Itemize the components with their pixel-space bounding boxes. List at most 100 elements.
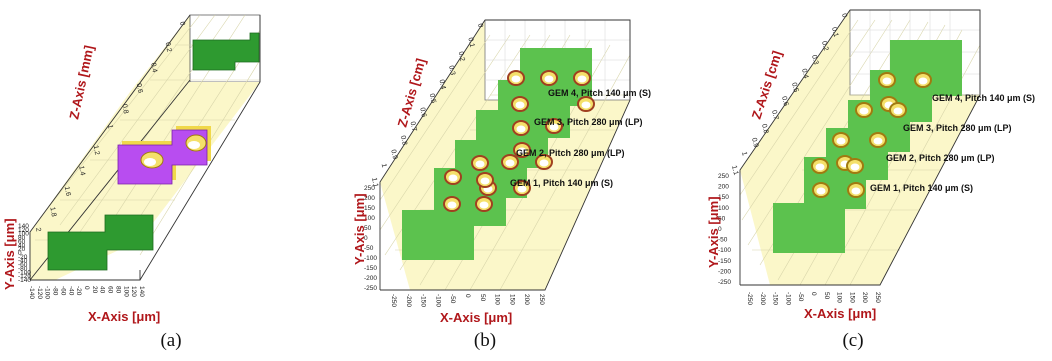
panel-c-z-tick: 0	[840, 13, 848, 19]
panel-b-gem-holes	[443, 70, 595, 212]
panel-a-x-tick: -100	[44, 286, 51, 299]
panel-a-z-tick: 0.6	[135, 83, 144, 94]
panel-c-x-tick: -200	[759, 292, 766, 305]
panel-b-z-tick: 0.6	[418, 107, 427, 118]
caption-c: (c)	[842, 330, 864, 351]
panel-a-y-tick: -100	[18, 269, 31, 276]
panel-c-gem-hole-core	[918, 77, 928, 85]
panel-a-x-ticks: -140 -120 -100 -80 -60 -40 -20 0 20 40 60 80 100 120 1…	[28, 286, 145, 299]
panel-a-gem-hole-1-core	[144, 158, 156, 166]
panel-a-z-tick: 0.2	[164, 42, 173, 53]
panel-b-z-tick: 1	[380, 163, 388, 168]
panel-b-y-tick: 50	[364, 225, 372, 232]
panel-c-z-tick: 0.1	[830, 27, 839, 38]
panel-c-y-tick: 100	[718, 205, 729, 212]
panel-a-x-tick: -60	[59, 286, 66, 296]
panel-b-y-tick: 250	[364, 185, 375, 192]
panel-b-x-tick: 0	[464, 294, 471, 298]
panel-c-y-axis-label: Y-Axis [μm]	[706, 196, 721, 268]
panel-c-z-tick: 0.9	[750, 137, 759, 148]
panel-b-gem-hole-core	[549, 123, 559, 131]
panel-a-x-tick: -120	[36, 286, 43, 299]
panel-a-z-tick: 1	[106, 124, 114, 129]
panel-b-y-tick: -50	[364, 245, 374, 252]
panel-b-x-tick: -150	[420, 294, 427, 307]
panel-a-back-electrode	[192, 32, 260, 71]
panel-b-readout-electrode	[402, 210, 474, 260]
panel-a-y-tick: -140	[18, 277, 31, 284]
panel-c-x-tick: -150	[772, 292, 779, 305]
panel-a-x-tick: -140	[28, 286, 35, 299]
panel-b-gem-hole-core	[539, 159, 549, 167]
panel-c-y-tick: 150	[718, 194, 729, 201]
panel-a-y-tick: -20	[18, 254, 28, 261]
panel-c-y-tick: 200	[718, 184, 729, 191]
panel-c-gem-hole-core	[815, 163, 825, 171]
panel-c-z-tick: 0.4	[800, 68, 809, 79]
panel-a-plot: 00.20.40.60.811.21.41.61.82 140120100806…	[2, 14, 261, 324]
panel-c-x-tick: 100	[836, 292, 843, 303]
panel-c-z-tick: 1	[740, 151, 748, 157]
panel-c: GEM 4, Pitch 140 μm (S) GEM 3, Pitch 280…	[700, 0, 1052, 325]
panel-a-y-tick: 100	[18, 231, 29, 238]
panel-b-y-tick: 150	[364, 205, 375, 212]
panel-a-z-tick: 2	[34, 227, 42, 232]
panel-b-y-tick: 0	[364, 235, 368, 242]
panel-c-readout-electrode	[773, 203, 845, 253]
panel-c-gem-hole-core	[859, 107, 869, 115]
panel-a-y-tick: 80	[18, 235, 26, 242]
panel-c-gem-3-label: GEM 3, Pitch 280 μm (LP)	[903, 123, 1012, 133]
panel-c-y-tick: 250	[718, 173, 729, 180]
panel-a-front-electrode	[47, 214, 154, 271]
panel-c-z-tick: 0.8	[760, 123, 769, 134]
panel-b-x-tick: -250	[390, 294, 397, 307]
panel-c-z-tick: 0.2	[820, 40, 829, 51]
panel-c-gem-hole-core	[893, 107, 903, 115]
panel-b: GEM 4, Pitch 140 μm (S) GEM 3, Pitch 280…	[350, 0, 700, 325]
panel-a-y-tick: -80	[18, 265, 28, 272]
panel-c-gem-hole-core	[851, 187, 861, 195]
panel-b-z-tick: 0.8	[399, 135, 408, 146]
panel-b-y-tick: -200	[364, 275, 377, 282]
panel-a-z-tick: 1.8	[48, 207, 57, 218]
panel-c-x-tick: 50	[823, 292, 830, 300]
panel-b-x-tick: 50	[479, 294, 486, 302]
panel-a-x-axis-label: X-Axis [μm]	[88, 309, 160, 324]
panel-b-gem-hole-core	[517, 147, 527, 155]
panel-a-y-tick: 140	[18, 223, 29, 230]
panel-c-z-tick: 0.7	[770, 109, 779, 120]
panel-b-gem-hole-core	[479, 201, 489, 209]
panel-c-z-tick: 0.3	[810, 54, 819, 65]
panel-b-gem-hole-core	[517, 185, 527, 193]
panel-a-y-tick: -40	[18, 258, 28, 265]
panel-b-gem-2-label: GEM 2, Pitch 280 μm (LP)	[516, 148, 625, 158]
panel-b-gem-hole-core	[480, 177, 490, 185]
panel-c-y-tick: 50	[718, 215, 726, 222]
panel-b-gem-3-label: GEM 3, Pitch 280 μm (LP)	[534, 117, 643, 127]
panel-c-gem-hole-core	[850, 163, 860, 171]
panel-b-x-tick: 150	[508, 294, 515, 305]
panel-c-plot: GEM 4, Pitch 140 μm (S) GEM 3, Pitch 280…	[706, 9, 1035, 321]
panel-c-x-tick: 150	[848, 292, 855, 303]
panel-c-y-tick: 0	[718, 226, 722, 233]
panel-b-gem-hole-core	[544, 75, 554, 83]
panel-b-gem-hole-core	[447, 201, 457, 209]
panel-a-z-tick: 1.4	[77, 165, 86, 176]
panel-b-z-tick: 0.7	[409, 121, 418, 132]
panel-b-x-tick: -100	[434, 294, 441, 307]
panel-b-y-tick: -250	[364, 285, 377, 292]
panel-c-gem-hole-core	[836, 137, 846, 145]
panel-c-x-tick: 250	[874, 292, 881, 303]
panel-a-x-tick: -80	[52, 286, 59, 296]
panel-c-gem-2-label: GEM 2, Pitch 280 μm (LP)	[886, 153, 995, 163]
panel-a-x-tick: 20	[91, 286, 98, 294]
panel-a-y-tick: 120	[18, 227, 29, 234]
panel-c-y-tick: -100	[718, 247, 731, 254]
panel-c-gem-hole-core	[882, 77, 892, 85]
panel-a-y-tick: 40	[18, 242, 26, 249]
panel-b-z-tick: 0.5	[428, 93, 437, 104]
panel-c-x-ticks: -250 -200 -150 -100 -50 0 50 100 150 200 250	[746, 292, 881, 305]
panel-a-x-tick: 120	[130, 286, 137, 297]
panel-b-gem-hole-core	[581, 101, 591, 109]
panel-b-z-ticks: 0 0.10.20.30.40.50.60.70.80.91 1.1	[370, 23, 484, 188]
